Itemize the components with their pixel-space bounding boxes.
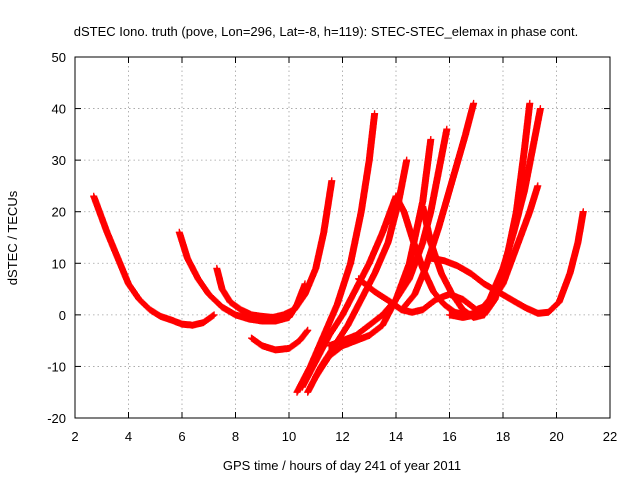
y-tick-label: 20 (52, 205, 66, 220)
x-tick-label: 12 (335, 429, 349, 444)
x-tick-label: 8 (232, 429, 239, 444)
data-layer (90, 99, 587, 396)
x-tick-label: 4 (125, 429, 132, 444)
series-markers (248, 326, 312, 354)
series-markers (446, 105, 544, 321)
data-series-15 (446, 105, 544, 321)
series-markers (325, 125, 451, 350)
x-tick-label: 2 (71, 429, 78, 444)
y-tick-label: 50 (52, 50, 66, 65)
y-tick-label: -20 (47, 411, 66, 426)
series-markers (298, 192, 400, 391)
chart-title: dSTEC Iono. truth (pove, Lon=296, Lat=-8… (74, 24, 579, 39)
x-tick-label: 14 (389, 429, 403, 444)
data-series-6 (298, 192, 400, 391)
series-markers (400, 99, 478, 311)
series-markers (304, 156, 411, 396)
x-axis-label: GPS time / hours of day 241 of year 2011 (223, 458, 461, 473)
plot-frame (74, 56, 611, 419)
ticks-layer: 2 4 6 8 10 12 14 16 18 20 22 -20 -10 0 10 20 30 40 50 (47, 50, 617, 444)
x-tick-label: 20 (549, 429, 563, 444)
data-series-7 (304, 156, 411, 396)
data-series-14 (400, 99, 478, 311)
y-axis-label: dSTEC / TECUs (5, 190, 20, 285)
x-tick-label: 6 (178, 429, 185, 444)
x-tick-label: 10 (282, 429, 296, 444)
data-series-9 (325, 125, 451, 350)
y-tick-label: 0 (59, 308, 66, 323)
y-tick-label: 40 (52, 102, 66, 117)
x-tick-label: 16 (442, 429, 456, 444)
series-markers (90, 192, 218, 329)
y-tick-label: -10 (47, 359, 66, 374)
series-markers (213, 177, 336, 321)
data-series-3 (213, 177, 336, 321)
x-tick-label: 22 (603, 429, 617, 444)
y-tick-label: 10 (52, 256, 66, 271)
data-series-4 (248, 326, 312, 354)
y-tick-label: 30 (52, 153, 66, 168)
x-tick-label: 18 (496, 429, 510, 444)
data-series-1 (90, 192, 218, 329)
